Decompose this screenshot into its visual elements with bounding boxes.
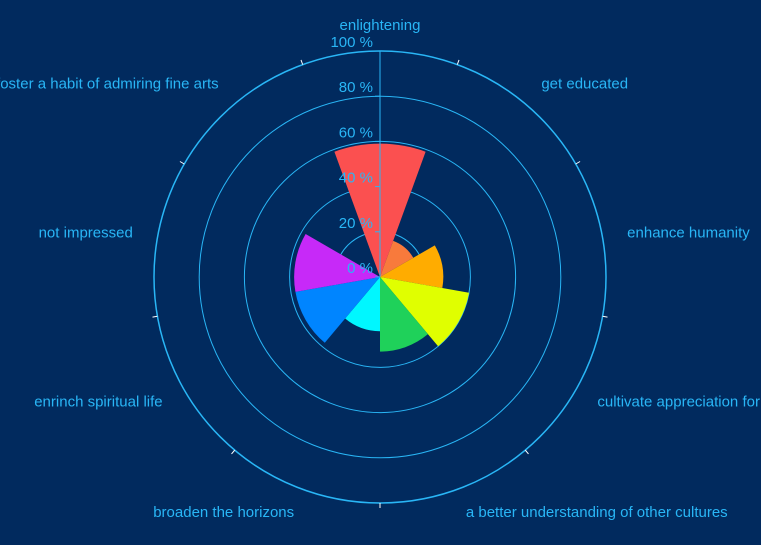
category-label: a better understanding of other cultures [466,504,728,521]
category-label: not impressed [39,224,133,241]
outer-tick-mark [231,449,236,455]
outer-tick-mark [456,59,460,65]
outer-tick-mark [524,449,529,455]
radial-tick-label: 20 % [339,215,373,232]
category-labels: enlightening get educated enhance humanity… [0,17,761,521]
radial-axis: 0 % 20 % 40 % 60 % 80 % 100 % [330,34,381,278]
category-label: enhance humanity [627,224,750,241]
outer-tick-mark [575,161,581,165]
category-label: get educated [541,76,628,93]
outer-tick-mark [300,59,304,65]
bar-broaden-the-horizons [345,277,380,332]
outer-tick-mark [602,315,608,318]
category-label: enlightening [340,17,421,34]
bar-cultivate-appreciation-for-arts [380,277,470,347]
category-label: broaden the horizons [153,504,294,521]
bar-get-educated [380,240,414,277]
category-label: cultivate appreciation for arts [597,393,761,410]
outer-tick-mark [152,315,158,318]
category-label: foster a habit of admiring fine arts [0,76,219,93]
radial-tick-label: 0 % [347,260,373,277]
bar-not-impressed [294,234,380,292]
radial-tick-label: 60 % [339,124,373,141]
bar-series [294,143,470,352]
bar-enhance-humanity [380,245,444,288]
outer-tick-mark [179,161,185,165]
radial-tick-label: 100 % [330,34,373,51]
radial-tick-label: 40 % [339,170,373,187]
category-label: enrinch spiritual life [34,393,162,410]
radial-tick-label: 80 % [339,79,373,96]
bar-a-better-understanding-of-other-cultures [380,277,428,352]
bar-enrinch-spiritual-life [295,277,380,343]
